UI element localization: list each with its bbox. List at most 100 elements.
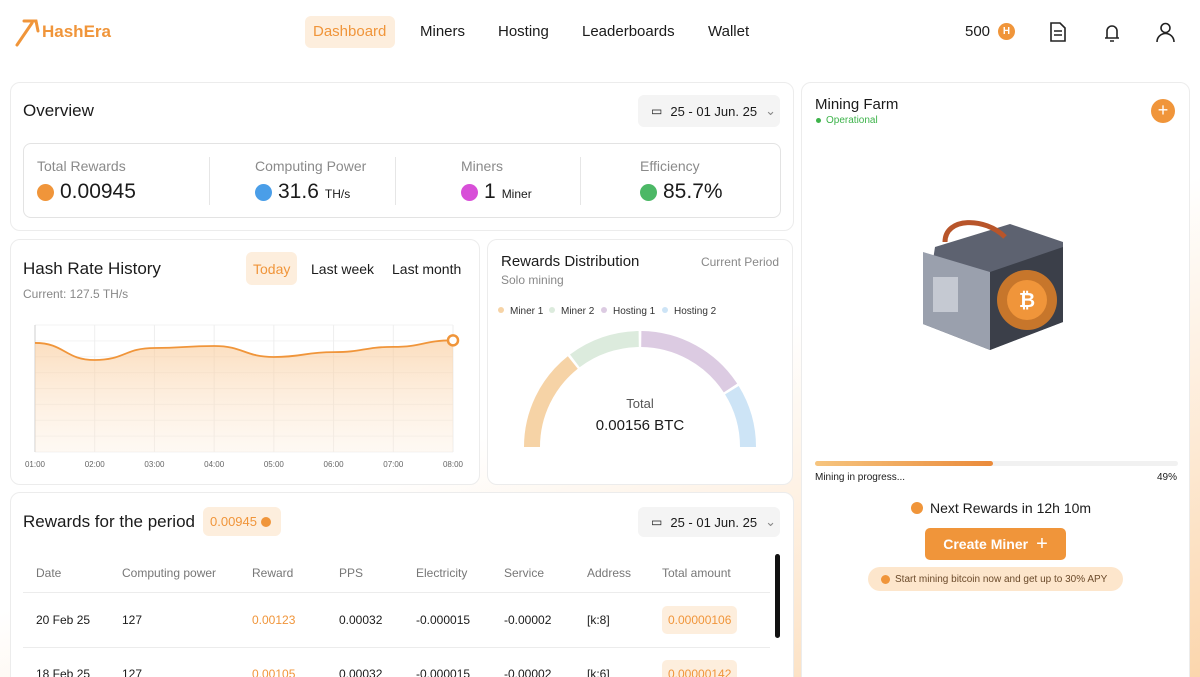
nav-item[interactable]: Dashboard [313,23,387,40]
progress-value: 49% [1156,472,1177,483]
date-text: 25 - 01 Jun. 25 [670,514,758,530]
area [35,340,453,452]
dist-title: Rewards Distribution [501,253,640,270]
row-divider [23,647,770,648]
nav-item[interactable]: Hosting [498,23,549,40]
line [34,339,454,361]
legend-label: Hosting 1 [613,306,656,317]
promo-banner: Start mining bitcoin now and get up to 3… [868,567,1123,591]
x-tick-label: 06:00 [324,460,345,469]
dist-subtitle: Solo mining [501,273,564,287]
nav-item[interactable]: Leaderboards [582,23,675,40]
table-cell: 0.00000106 [662,606,738,634]
hash-subtitle: Current: 127.5 TH/s [23,287,129,301]
btc-icon [261,516,271,527]
column-header: Reward [252,566,294,580]
row-divider [23,592,770,593]
create-miner-button[interactable]: Create Miner + [925,528,1066,560]
divider [209,157,210,205]
stat-label: Computing Power [255,158,367,174]
notifications-button[interactable] [1089,11,1134,53]
tab[interactable]: Last month [392,261,462,277]
button-label: Create Miner [943,536,1029,552]
nav-active-bg [305,16,395,48]
x-tick-label: 02:00 [85,460,106,469]
stat-value: 0.00945 [37,180,136,204]
btc-icon [881,574,890,584]
svg-text:₿: ₿ [1019,290,1035,312]
column-header: Service [504,566,545,580]
farm-title: Mining Farm [815,96,899,113]
column-header: Address [587,566,632,580]
add-button[interactable]: + [1151,99,1175,123]
power-icon [255,183,272,201]
column-header: Computing power [122,566,217,580]
next-rewards: Next Rewards in 12h 10m [930,500,1092,516]
stats-box [23,143,781,218]
date-text: 25 - 01 Jun. 25 [670,103,758,119]
date-picker[interactable]: ▭ 25 - 01 Jun. 25 ⌄ [638,507,780,537]
nav-item[interactable]: Miners [420,23,466,40]
balance-amount: 500 [965,23,991,40]
docs-button[interactable] [1035,11,1080,53]
nav-item[interactable]: Wallet [708,23,750,40]
table-cell: 0.00000142 [662,660,738,677]
stat-label: Miners [461,158,504,174]
progress-label: Mining in progress... [815,472,906,483]
overview-title: Overview [23,101,94,120]
tab[interactable]: Today [253,261,291,277]
plus-icon: + [1036,532,1048,555]
promo-text: Start mining bitcoin now and get up to 3… [895,573,1108,585]
progress-track [815,461,1178,466]
table-cell: [k:6] [587,667,610,677]
table-cell: 0.00105 [252,667,296,677]
donut-segment [524,356,578,448]
stat-label: Efficiency [640,158,700,174]
table-cell: 0.00032 [339,667,383,677]
brand-logo [15,19,40,47]
column-header: Total amount [662,566,731,580]
table-cell: 20 Feb 25 [36,613,91,627]
stat-unit: TH/s [324,187,351,201]
calendar-icon: ▭ [651,104,663,118]
scrollbar[interactable] [775,554,780,638]
stat-number: 31.6 [278,180,319,203]
rewards-badge: 0.00945 [203,507,281,536]
progress-bar [815,461,993,466]
table-cell: -0.000015 [416,613,471,627]
x-tick-label: 05:00 [264,460,285,469]
miner-image: ₿ [923,220,1063,350]
badge-value: 0.00945 [210,514,257,529]
date-picker[interactable]: ▭ 25 - 01 Jun. 25 ⌄ [638,95,780,127]
stat-label: Total Rewards [37,158,126,174]
chevron: ⌄ [765,514,776,529]
legend-label: Miner 2 [561,306,595,317]
donut-segment [570,331,640,368]
table-cell: 127 [122,613,143,627]
miner-icon [461,183,478,201]
brand-name: HashEra [42,22,111,41]
status-dot [816,118,821,123]
point [446,334,460,347]
stat-number: 0.00945 [60,180,136,203]
tab[interactable]: Last week [311,261,375,277]
stat-number: 85.7% [663,180,723,203]
legend-dot [549,307,555,313]
column-header: Electricity [416,566,468,580]
donut-segment [641,331,738,393]
legend-label: Hosting 2 [674,306,717,317]
profile-button[interactable] [1143,11,1188,53]
distribution-chart: Miner 1 Miner 2 Hosting 1 Hosting 2 Total 0.0… [498,306,756,448]
x-tick-label: 08:00 [443,460,464,469]
stat-unit: Miner [501,187,532,201]
table-cell: 127 [122,667,143,677]
table-cell: -0.000015 [416,667,471,677]
efficiency-icon [640,183,657,201]
x-tick-label: 04:00 [204,460,225,469]
balance[interactable]: 500 H [953,13,1025,50]
donut-segment [724,386,756,448]
tab-active-bg [246,252,297,285]
dist-period: Current Period [700,255,779,269]
stat-value: 1 Miner [461,180,532,204]
divider [580,157,581,205]
